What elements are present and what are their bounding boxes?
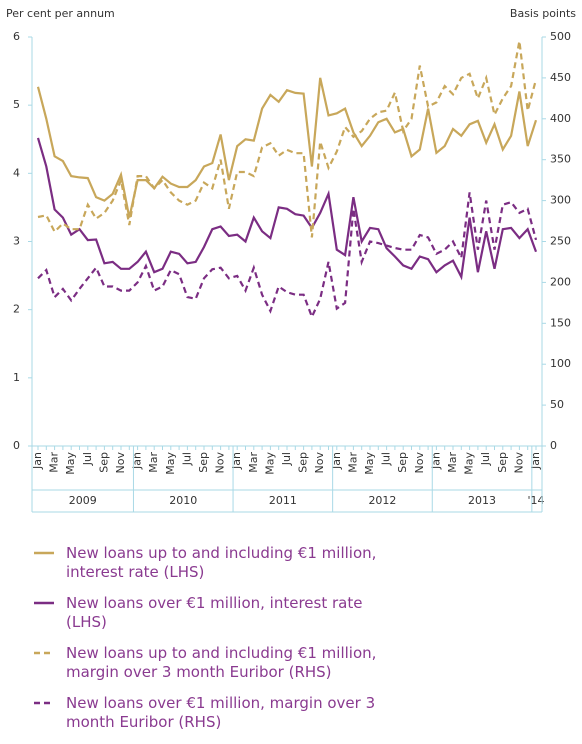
- x-tick-label: Nov: [313, 452, 326, 474]
- y-tick-label: 0: [13, 439, 20, 452]
- x-group-label: 2013: [468, 494, 496, 507]
- x-tick-label: Sep: [396, 452, 409, 473]
- chart: Per cent per annum Basis points 0 1 2 3 4 5 6 0…: [6, 7, 576, 513]
- x-tick-label: Jan: [330, 452, 343, 470]
- x-group-label: '14: [527, 494, 544, 507]
- x-tick-label: May: [363, 452, 376, 475]
- x-tick-label: Jul: [280, 452, 293, 466]
- legend: New loans up to and including €1 million…: [34, 544, 454, 744]
- y-tick-label: 1: [13, 371, 20, 384]
- x-tick-label: Mar: [147, 452, 160, 473]
- legend-swatch: [34, 651, 54, 655]
- y2-axis-title: Basis points: [510, 7, 576, 20]
- x-tick-label: Sep: [297, 452, 310, 473]
- x-tick-label: Mar: [346, 452, 359, 473]
- legend-item: New loans up to and including €1 million…: [34, 544, 454, 582]
- x-tick-label: Nov: [413, 452, 426, 474]
- x-tick-label: May: [463, 452, 476, 475]
- y2-tick-label: 0: [550, 439, 557, 452]
- x-tick-label: Sep: [97, 452, 110, 473]
- x-tick-label: Jul: [81, 452, 94, 466]
- legend-label: New loans up to and including €1 million…: [66, 544, 377, 581]
- series-line: [36, 137, 538, 281]
- y2-tick-label: 150: [550, 316, 571, 329]
- x-group-label: 2010: [169, 494, 197, 507]
- x-group-label: 2009: [69, 494, 97, 507]
- y2-tick-label: 50: [550, 398, 564, 411]
- x-tick-label: Nov: [114, 452, 127, 474]
- series-line: [37, 40, 538, 238]
- y-tick-label: 2: [13, 303, 20, 316]
- legend-item: New loans over €1 million, interest rate…: [34, 594, 454, 632]
- x-tick-label: May: [263, 452, 276, 475]
- x-tick-label: Mar: [48, 452, 61, 473]
- x-tick-label: Jan: [529, 452, 542, 470]
- x-tick-label: May: [64, 452, 77, 475]
- legend-swatch: [34, 551, 54, 555]
- legend-swatch: [34, 701, 54, 705]
- series-line: [37, 192, 538, 320]
- x-group-label: 2012: [368, 494, 396, 507]
- legend-label: New loans up to and including €1 million…: [66, 644, 377, 681]
- x-tick-label: Nov: [512, 452, 525, 474]
- x-tick-label: Jul: [180, 452, 193, 466]
- x-tick-label: Jan: [131, 452, 144, 470]
- x-tick-label: Jan: [429, 452, 442, 470]
- y2-tick-label: 250: [550, 235, 571, 248]
- legend-swatch: [34, 601, 54, 605]
- y-tick-label: 5: [13, 98, 20, 111]
- x-tick-label: Jan: [31, 452, 44, 470]
- page: Per cent per annum Basis points 0 1 2 3 4 5 6 0…: [6, 7, 577, 731]
- y2-tick-label: 500: [550, 30, 571, 43]
- y2-tick-label: 450: [550, 71, 571, 84]
- x-tick-label: Jul: [380, 452, 393, 466]
- y2-tick-label: 200: [550, 275, 571, 288]
- y2-tick-label: 300: [550, 194, 571, 207]
- x-tick-label: Nov: [214, 452, 227, 474]
- legend-label: New loans over €1 million, interest rate…: [66, 594, 363, 631]
- x-tick-label: Mar: [446, 452, 459, 473]
- x-tick-label: May: [164, 452, 177, 475]
- series-line: [36, 77, 538, 218]
- y-tick-label: 4: [13, 166, 20, 179]
- legend-label: New loans over €1 million, margin over 3…: [66, 694, 376, 731]
- x-tick-label: Jul: [479, 452, 492, 466]
- y2-tick-label: 100: [550, 357, 571, 370]
- y-tick-label: 3: [13, 235, 20, 248]
- x-group-label: 2011: [269, 494, 297, 507]
- x-tick-label: Jan: [230, 452, 243, 470]
- y-axis-title: Per cent per annum: [6, 7, 115, 20]
- x-tick-label: Sep: [197, 452, 210, 473]
- x-tick-label: Mar: [247, 452, 260, 473]
- y2-tick-label: 350: [550, 153, 571, 166]
- y2-tick-label: 400: [550, 112, 571, 125]
- x-tick-label: Sep: [496, 452, 509, 473]
- legend-item: New loans up to and including €1 million…: [34, 644, 454, 682]
- legend-item: New loans over €1 million, margin over 3…: [34, 694, 454, 732]
- y-tick-label: 6: [13, 30, 20, 43]
